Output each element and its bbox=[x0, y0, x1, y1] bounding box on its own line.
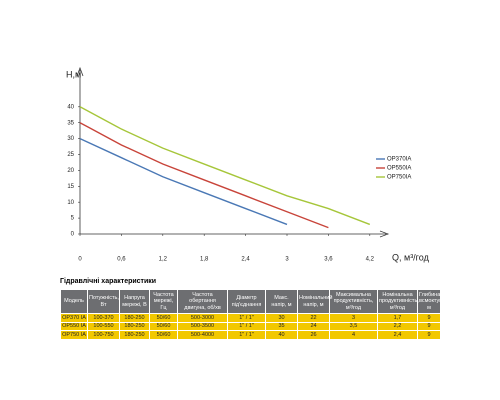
header-cell: Номінальний напір, м bbox=[297, 289, 332, 314]
x-tick-label: 1,8 bbox=[200, 257, 209, 263]
cell: 1" / 1" bbox=[227, 313, 266, 323]
header-cell: Модель bbox=[60, 289, 88, 314]
y-tick-label: 10 bbox=[67, 200, 74, 206]
cell: 3,5 bbox=[329, 321, 378, 331]
x-arrow bbox=[379, 230, 390, 238]
spec-table: Модель Потужність, Вт Напруга мережі, В Час… bbox=[60, 289, 456, 340]
header-cell: Макс. напір, м bbox=[265, 289, 298, 314]
x-tick-label: 3,6 bbox=[324, 257, 333, 263]
header-cell: Діаметр під'єднання bbox=[227, 289, 266, 314]
table-row: OP370 IA 100-370 180-250 50/60 500-3000 1" / … bbox=[60, 313, 441, 323]
y-arrow bbox=[76, 66, 84, 77]
series-line bbox=[79, 106, 371, 226]
cell: 500-3500 bbox=[177, 321, 228, 331]
series-line bbox=[79, 122, 329, 229]
y-tick-label: 40 bbox=[67, 104, 74, 110]
cell: 500-4000 bbox=[177, 330, 228, 340]
cell: 4 bbox=[329, 330, 378, 340]
x-tick-label: 0 bbox=[78, 257, 82, 263]
cell: 2,2 bbox=[377, 321, 418, 331]
legend-label: OP750IA bbox=[387, 175, 411, 181]
cell: 9 bbox=[417, 330, 441, 340]
cell: 1" / 1" bbox=[227, 321, 266, 331]
y-tick-label: 35 bbox=[67, 120, 74, 126]
cell: OP750 IA bbox=[60, 330, 88, 340]
header-cell: Номінальна продуктивність, м³/год bbox=[377, 289, 419, 314]
x-tick-label: 0,6 bbox=[117, 257, 126, 263]
cell: 1" / 1" bbox=[227, 330, 266, 340]
y-tick-label: 25 bbox=[67, 152, 74, 158]
cell: 1,7 bbox=[377, 313, 418, 323]
chart: H,м Q, м³/год 0 5 10 15 20 25 30 35 40 0 0,6 1,2 1,8… bbox=[66, 66, 430, 263]
cell: 22 bbox=[297, 313, 330, 323]
x-tick-label: 1,2 bbox=[159, 257, 168, 263]
cell: 100-370 bbox=[87, 313, 120, 323]
y-tick-label: 0 bbox=[71, 232, 75, 238]
cell: 100-750 bbox=[87, 330, 120, 340]
header-cell: Потужність, Вт bbox=[87, 289, 120, 314]
legend-label: OP370IA bbox=[387, 157, 411, 163]
header-cell: Частота мережі, Гц bbox=[149, 289, 178, 314]
y-axis-title: H,м bbox=[66, 69, 81, 79]
cell: 100-550 bbox=[87, 321, 120, 331]
cell: 26 bbox=[297, 330, 330, 340]
x-tick-label: 3 bbox=[285, 257, 289, 263]
cell: 50/60 bbox=[149, 321, 178, 331]
header-cell: Максимальна продуктивність, м³/год bbox=[329, 289, 378, 314]
cell: OP370 IA bbox=[60, 313, 88, 323]
cell: 50/60 bbox=[149, 313, 178, 323]
cell: 9 bbox=[417, 321, 441, 331]
cell: 500-3000 bbox=[177, 313, 228, 323]
header-cell: Напруга мережі, В bbox=[119, 289, 150, 314]
y-tick-label: 30 bbox=[67, 136, 74, 142]
header-cell: Частота обертання двигуна, об/хв bbox=[177, 289, 228, 314]
table-row: OP750 IA 100-750 180-250 50/60 500-4000 1" / … bbox=[60, 330, 441, 340]
cell: 2,4 bbox=[377, 330, 418, 340]
cell: 180-250 bbox=[119, 321, 150, 331]
x-tick-label: 4,2 bbox=[366, 257, 375, 263]
cell: OP550 IA bbox=[60, 321, 88, 331]
cell: 3 bbox=[329, 313, 378, 323]
series-line bbox=[79, 137, 288, 226]
x-tick-label: 2,4 bbox=[241, 257, 250, 263]
cell: 30 bbox=[265, 313, 298, 323]
cell: 50/60 bbox=[149, 330, 178, 340]
y-tick-label: 15 bbox=[67, 184, 74, 190]
x-axis-title: Q, м³/год bbox=[392, 252, 430, 262]
legend-label: OP550IA bbox=[387, 166, 411, 172]
cell: 40 bbox=[265, 330, 298, 340]
cell: 35 bbox=[265, 321, 298, 331]
cell: 180-250 bbox=[119, 330, 150, 340]
cell: 24 bbox=[297, 321, 330, 331]
table-title: Гідравлічні характеристики bbox=[60, 278, 157, 285]
cell: 180-250 bbox=[119, 313, 150, 323]
header-cell: Глибина всмоктування, м bbox=[417, 289, 456, 314]
table-row: OP550 IA 100-550 180-250 50/60 500-3500 1" / … bbox=[60, 321, 441, 331]
cell: 9 bbox=[417, 313, 441, 323]
y-tick-label: 20 bbox=[67, 168, 74, 174]
y-tick-label: 5 bbox=[71, 216, 75, 222]
